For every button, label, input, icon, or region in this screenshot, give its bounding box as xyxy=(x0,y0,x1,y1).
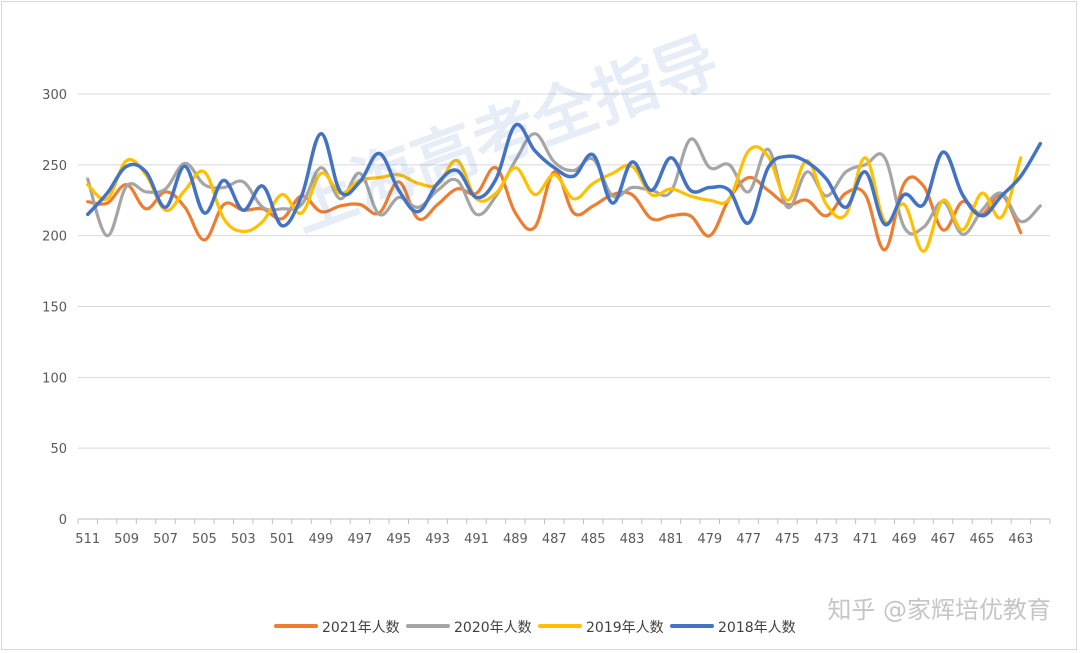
diagonal-watermark: 上海高考全指导 xyxy=(282,24,728,247)
x-tick-label: 503 xyxy=(231,532,256,547)
legend-label: 2020年人数 xyxy=(454,620,532,636)
x-tick-label: 483 xyxy=(620,532,645,547)
y-tick-label: 150 xyxy=(42,301,67,316)
x-tick-label: 467 xyxy=(931,532,956,547)
x-tick-label: 505 xyxy=(192,532,217,547)
series-line-2020年人数 xyxy=(86,132,1042,238)
y-tick-label: 250 xyxy=(42,159,67,174)
x-tick-label: 469 xyxy=(892,532,917,547)
y-tick-label: 300 xyxy=(42,88,67,103)
x-tick-label: 479 xyxy=(697,532,722,547)
x-tick-label: 485 xyxy=(581,532,606,547)
x-tick-label: 475 xyxy=(775,532,800,547)
y-tick-label: 200 xyxy=(42,230,67,245)
x-tick-label: 495 xyxy=(386,532,411,547)
series-line-2019年人数 xyxy=(86,145,1023,253)
gridlines xyxy=(78,93,1050,520)
x-axis-ticks: 511 509 507 505 503 501 499 497 495 493 491 489 487 4… xyxy=(75,519,1051,547)
x-tick-label: 509 xyxy=(114,532,139,547)
corner-watermark: 知乎 @家辉培优教育 xyxy=(827,596,1051,624)
x-tick-label: 471 xyxy=(853,532,878,547)
x-tick-label: 501 xyxy=(270,532,295,547)
legend-label: 2019年人数 xyxy=(586,620,664,636)
x-tick-label: 491 xyxy=(464,532,489,547)
y-tick-label: 0 xyxy=(59,513,67,528)
x-tick-label: 511 xyxy=(75,532,100,547)
legend-label: 2021年人数 xyxy=(322,620,400,636)
x-tick-label: 489 xyxy=(503,532,528,547)
x-tick-label: 473 xyxy=(814,532,839,547)
x-tick-label: 497 xyxy=(347,532,372,547)
y-tick-label: 100 xyxy=(42,371,67,386)
x-tick-label: 487 xyxy=(542,532,567,547)
series-line-2018年人数 xyxy=(85,122,1043,228)
x-tick-label: 463 xyxy=(1008,532,1033,547)
series-lines xyxy=(85,122,1043,253)
y-axis-ticks: 0 50 100 150 200 250 300 xyxy=(42,88,67,528)
x-tick-label: 507 xyxy=(153,532,178,547)
x-tick-label: 499 xyxy=(309,532,334,547)
x-tick-label: 477 xyxy=(736,532,761,547)
x-tick-label: 465 xyxy=(970,532,995,547)
legend-label: 2018年人数 xyxy=(718,620,796,636)
y-tick-label: 50 xyxy=(50,442,67,457)
x-tick-label: 481 xyxy=(659,532,684,547)
legend: 2021年人数 2020年人数 2019年人数 2018年人数 xyxy=(274,620,796,636)
x-tick-label: 493 xyxy=(425,532,450,547)
